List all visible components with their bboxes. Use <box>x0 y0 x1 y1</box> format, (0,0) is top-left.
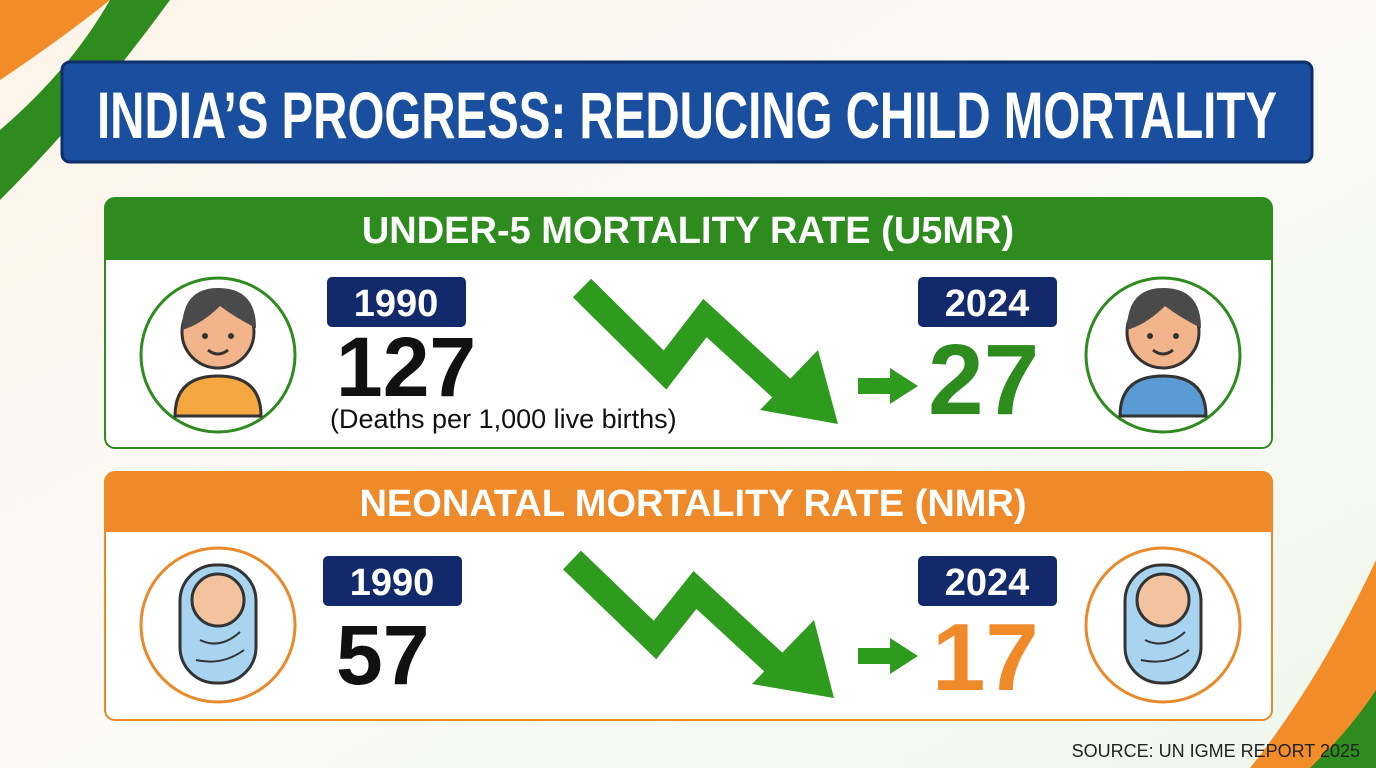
year-badge <box>918 556 1057 606</box>
swoosh-orange <box>0 0 110 80</box>
unit-note: (Deaths per 1,000 live births) <box>330 404 677 434</box>
section-header <box>105 198 1272 260</box>
child-icon <box>1118 288 1208 418</box>
section-header <box>105 472 1272 532</box>
year-badge <box>327 277 466 327</box>
section-title: NEONATAL MORTALITY RATE (NMR) <box>359 483 1026 525</box>
start-value: 57 <box>336 608 429 702</box>
small-arrow <box>858 638 918 674</box>
year-badge <box>918 277 1057 327</box>
source: SOURCE: UN IGME REPORT 2025 <box>1072 741 1360 761</box>
start-value: 127 <box>336 320 476 414</box>
trend-arrow <box>572 278 838 424</box>
title-banner <box>60 60 1314 164</box>
end-value: 17 <box>932 604 1039 711</box>
trend-arrow <box>562 550 834 698</box>
small-arrow <box>858 368 918 404</box>
swoosh-green-br <box>1310 690 1376 768</box>
year-badge <box>323 556 462 606</box>
swoosh-orange-br <box>1250 560 1376 768</box>
section-title: UNDER-5 MORTALITY RATE (U5MR) <box>362 210 1014 252</box>
end-value: 27 <box>928 324 1039 436</box>
end-year: 2024 <box>945 562 1030 604</box>
baby-icon <box>178 563 258 685</box>
end-year: 2024 <box>945 283 1030 325</box>
child-icon <box>173 288 263 418</box>
start-year: 1990 <box>350 562 435 604</box>
baby-icon <box>1123 563 1203 685</box>
title: INDIA’S PROGRESS: REDUCING CHILD MORTALI… <box>97 78 1277 152</box>
start-year: 1990 <box>354 283 439 325</box>
